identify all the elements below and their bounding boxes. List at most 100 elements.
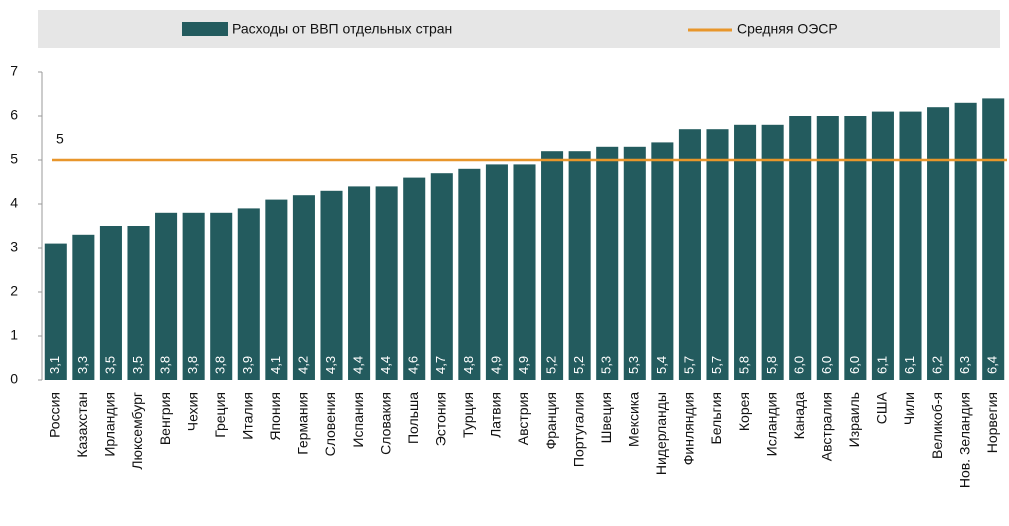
bar: [982, 98, 1005, 381]
x-tick-label: Чили: [901, 392, 917, 425]
bar: [844, 116, 867, 380]
y-tick-label: 0: [10, 371, 18, 387]
y-tick-label: 4: [10, 195, 18, 211]
x-tick-label: Люксембург: [129, 392, 145, 470]
bar: [210, 212, 233, 380]
x-tick-label: Португалия: [570, 392, 586, 467]
x-tick-label: Швеция: [598, 392, 614, 443]
bar: [568, 151, 591, 380]
value-label: 6,0: [792, 356, 807, 374]
value-label: 3,1: [47, 356, 62, 374]
value-label: 5,4: [654, 356, 669, 374]
x-tick-label: Венгрия: [157, 392, 173, 445]
bar: [458, 168, 481, 380]
value-label: 4,8: [461, 356, 476, 374]
value-label: 4,3: [323, 356, 338, 374]
value-label: 6,1: [902, 356, 917, 374]
value-label: 3,8: [185, 356, 200, 374]
bar: [72, 234, 95, 380]
bar: [513, 164, 536, 380]
bar: [403, 177, 426, 380]
value-label: 4,9: [488, 356, 503, 374]
value-label: 5,3: [599, 356, 614, 374]
x-tick-label: Бельгия: [708, 392, 724, 444]
value-label: 3,9: [240, 356, 255, 374]
bar: [541, 151, 564, 380]
value-label: 3,8: [213, 356, 228, 374]
bar: [954, 102, 977, 381]
value-label: 5,7: [709, 356, 724, 374]
bar: [871, 111, 894, 380]
x-tick-label: Германия: [295, 392, 311, 455]
value-label: 5,8: [764, 356, 779, 374]
value-label: 4,7: [433, 356, 448, 374]
value-label: 3,5: [102, 356, 117, 374]
bar: [927, 107, 950, 380]
value-label: 5,2: [571, 356, 586, 374]
x-tick-label: Польша: [405, 392, 421, 444]
bar: [292, 195, 315, 380]
value-label: 5,8: [737, 356, 752, 374]
bar: [734, 124, 757, 380]
value-label: 4,2: [295, 356, 310, 374]
bar: [237, 208, 260, 380]
reference-label: 5: [56, 131, 64, 147]
y-tick-label: 6: [10, 107, 18, 123]
value-label: 6,3: [957, 356, 972, 374]
value-label: 3,3: [75, 356, 90, 374]
bar: [651, 142, 674, 380]
x-tick-label: Исландия: [763, 392, 779, 456]
bar: [816, 116, 839, 380]
value-label: 3,8: [158, 356, 173, 374]
value-label: 6,2: [930, 356, 945, 374]
x-tick-label: Финляндия: [681, 392, 697, 465]
value-label: 6,4: [985, 356, 1000, 374]
bar: [320, 190, 343, 380]
x-tick-label: Нов. Зеландия: [956, 392, 972, 488]
bar: [678, 129, 701, 380]
x-tick-label: Испания: [350, 392, 366, 448]
value-label: 3,5: [130, 356, 145, 374]
value-label: 5,2: [544, 356, 559, 374]
x-tick-label: Казахстан: [74, 392, 90, 458]
legend-label: Средняя ОЭСР: [737, 21, 838, 37]
value-label: 4,4: [351, 356, 366, 374]
value-label: 5,7: [681, 356, 696, 374]
value-label: 4,6: [406, 356, 421, 374]
x-tick-label: Норвегия: [984, 392, 1000, 453]
bar: [99, 226, 122, 380]
y-tick-label: 7: [10, 63, 18, 79]
value-label: 4,9: [516, 356, 531, 374]
x-tick-label: Япония: [267, 392, 283, 441]
value-label: 4,1: [268, 356, 283, 374]
bar: [348, 186, 371, 380]
x-tick-label: Великоб-я: [929, 392, 945, 459]
x-tick-label: Австралия: [818, 392, 834, 461]
x-tick-label: Мексика: [625, 392, 641, 447]
bar: [375, 186, 398, 380]
bar: [44, 243, 67, 380]
x-tick-label: Канада: [791, 392, 807, 440]
bar: [789, 116, 812, 380]
bar: [265, 199, 288, 380]
bar: [623, 146, 646, 380]
x-tick-label: Словакия: [377, 392, 393, 455]
y-tick-label: 5: [10, 151, 18, 167]
bar: [155, 212, 178, 380]
value-label: 6,1: [874, 356, 889, 374]
x-tick-label: Израиль: [846, 392, 862, 447]
x-tick-label: Корея: [736, 392, 752, 431]
bar: [706, 129, 729, 380]
x-tick-label: Россия: [46, 392, 62, 438]
x-tick-label: Греция: [212, 392, 228, 438]
x-tick-label: Италия: [239, 392, 255, 440]
x-tick-label: Латвия: [488, 392, 504, 438]
x-tick-label: Нидерланды: [653, 392, 669, 475]
value-label: 4,4: [378, 356, 393, 374]
bar: [899, 111, 922, 380]
bar: [596, 146, 619, 380]
bar: [761, 124, 784, 380]
y-tick-label: 1: [10, 327, 18, 343]
x-tick-label: Франция: [543, 392, 559, 449]
x-tick-label: Эстония: [432, 392, 448, 446]
